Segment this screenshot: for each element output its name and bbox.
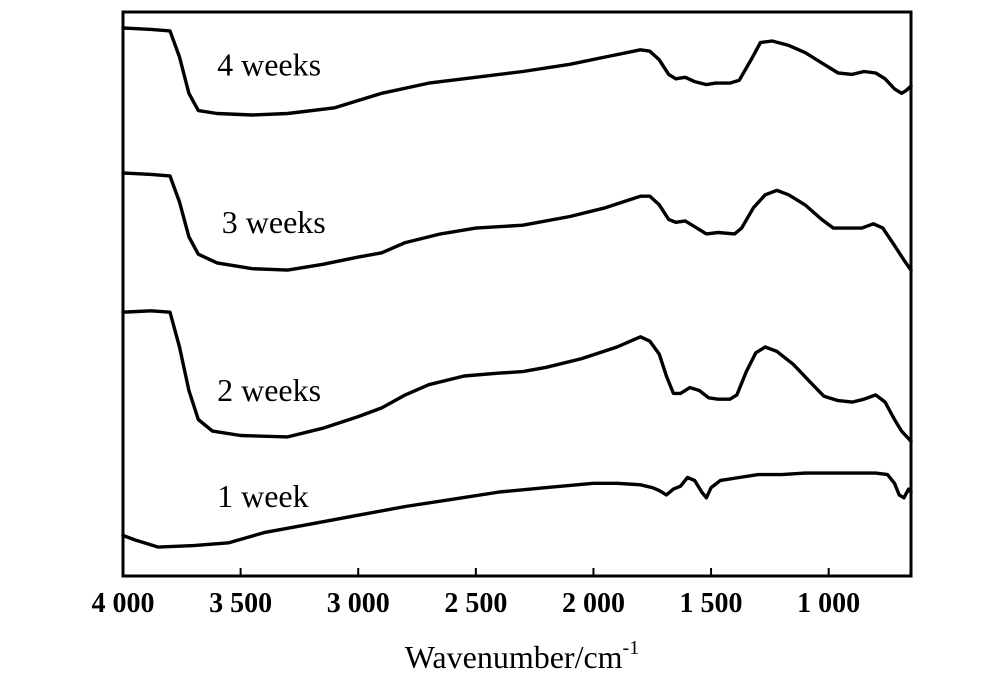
x-axis-label-text: Wavenumber/cm [405,639,623,675]
series-label: 2 weeks [217,372,321,408]
series-line-2-weeks [121,309,913,443]
x-tick-label: 4 000 [92,588,155,619]
x-tick-label: 2 500 [444,588,507,619]
series-line-4-weeks [121,26,913,117]
plot-frame [121,10,913,578]
series-labels: 4 weeks 3 weeks 2 weeks 1 week [217,47,326,514]
x-tick-label: 1 500 [680,588,743,619]
series-label: 1 week [217,478,309,514]
series-label: 4 weeks [217,47,321,83]
series-lines [121,26,913,549]
x-axis-ticks [122,568,830,576]
x-axis-label: Wavenumber/cm-1 [405,637,639,675]
x-tick-labels: 4 000 3 500 3 000 2 500 2 000 1 500 1 000 [92,588,861,619]
x-tick-label: 2 000 [562,588,625,619]
series-line-1-week [121,471,913,549]
x-axis-label-superscript: -1 [623,637,640,659]
x-tick-label: 3 500 [209,588,272,619]
x-tick-label: 1 000 [797,588,860,619]
series-label: 3 weeks [222,204,326,240]
series-line-3-weeks [121,171,913,272]
x-tick-label: 3 000 [327,588,390,619]
